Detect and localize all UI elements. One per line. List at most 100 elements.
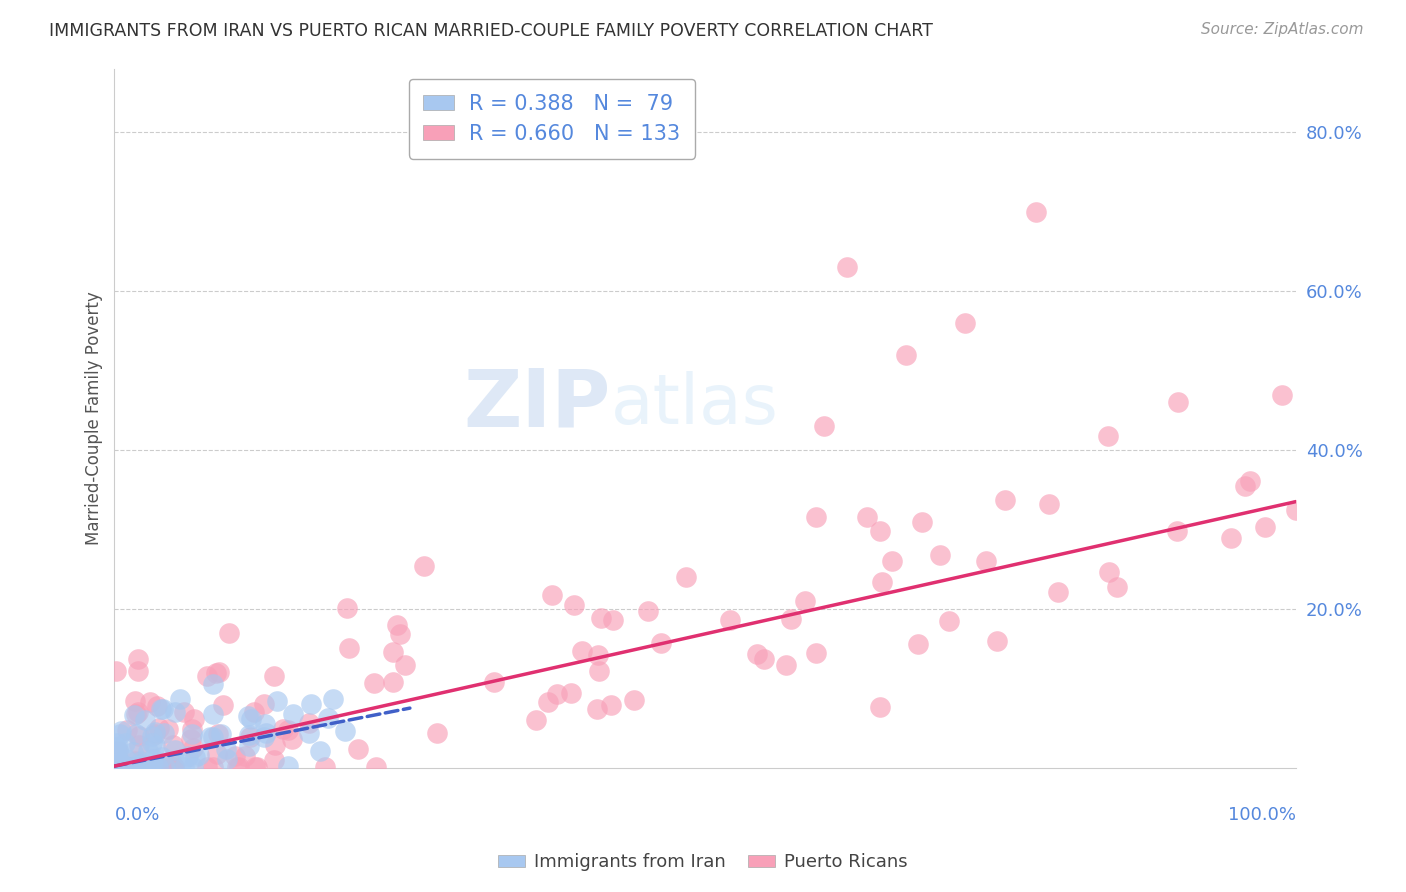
Point: [754, 652, 776, 666]
Point: [1038, 497, 1060, 511]
Point: [238, 709, 260, 723]
Point: [794, 594, 817, 608]
Point: [108, 727, 131, 741]
Point: [335, 724, 357, 739]
Point: [1220, 531, 1243, 545]
Point: [138, 695, 160, 709]
Point: [1097, 428, 1119, 442]
Text: IMMIGRANTS FROM IRAN VS PUERTO RICAN MARRIED-COUPLE FAMILY POVERTY CORRELATION C: IMMIGRANTS FROM IRAN VS PUERTO RICAN MAR…: [49, 22, 934, 40]
Point: [1239, 474, 1261, 488]
Point: [122, 760, 145, 774]
Point: [152, 725, 174, 739]
Point: [994, 492, 1017, 507]
Point: [142, 757, 165, 772]
Legend: R = 0.388   N =  79, R = 0.660   N = 133: R = 0.388 N = 79, R = 0.660 N = 133: [409, 78, 695, 159]
Point: [246, 760, 269, 774]
Point: [129, 754, 152, 768]
Point: [184, 750, 207, 764]
Point: [136, 744, 159, 758]
Point: [107, 760, 129, 774]
Point: [254, 726, 277, 740]
Point: [114, 751, 136, 765]
Point: [207, 727, 229, 741]
Point: [131, 760, 153, 774]
Point: [283, 706, 305, 721]
Point: [1285, 503, 1308, 517]
Point: [134, 714, 156, 728]
Point: [104, 758, 127, 772]
Point: [104, 760, 127, 774]
Point: [111, 760, 134, 774]
Point: [426, 725, 449, 739]
Point: [138, 760, 160, 774]
Point: [148, 760, 170, 774]
Point: [1098, 566, 1121, 580]
Point: [202, 677, 225, 691]
Point: [135, 760, 157, 774]
Point: [225, 760, 247, 774]
Point: [602, 613, 624, 627]
Point: [928, 548, 950, 562]
Point: [104, 743, 127, 757]
Point: [108, 760, 131, 774]
Point: [804, 510, 827, 524]
Point: [381, 645, 404, 659]
Point: [600, 698, 623, 712]
Point: [181, 726, 204, 740]
Point: [188, 747, 211, 762]
Point: [128, 760, 150, 774]
Point: [121, 760, 143, 774]
Point: [277, 723, 299, 738]
Point: [1047, 585, 1070, 599]
Point: [149, 760, 172, 774]
Point: [896, 347, 918, 361]
Point: [388, 627, 411, 641]
Point: [141, 736, 163, 750]
Point: [124, 706, 146, 721]
Point: [202, 730, 225, 744]
Point: [205, 665, 228, 680]
Point: [537, 695, 560, 709]
Point: [212, 698, 235, 713]
Point: [907, 637, 929, 651]
Point: [336, 601, 359, 615]
Point: [142, 752, 165, 766]
Point: [110, 724, 132, 739]
Point: [183, 712, 205, 726]
Point: [205, 747, 228, 761]
Point: [125, 727, 148, 741]
Point: [253, 698, 276, 712]
Point: [209, 727, 232, 741]
Point: [298, 716, 321, 731]
Text: atlas: atlas: [610, 371, 779, 438]
Point: [675, 569, 697, 583]
Point: [118, 760, 141, 774]
Point: [228, 760, 250, 774]
Point: [562, 598, 585, 612]
Point: [804, 646, 827, 660]
Point: [218, 626, 240, 640]
Text: 100.0%: 100.0%: [1229, 806, 1296, 824]
Point: [153, 760, 176, 774]
Point: [637, 604, 659, 618]
Point: [141, 729, 163, 743]
Point: [125, 760, 148, 774]
Point: [104, 739, 127, 754]
Point: [541, 589, 564, 603]
Point: [245, 760, 267, 774]
Point: [173, 760, 195, 774]
Point: [1271, 388, 1294, 402]
Point: [546, 687, 568, 701]
Point: [869, 524, 891, 538]
Point: [127, 664, 149, 678]
Point: [1025, 204, 1047, 219]
Point: [181, 760, 204, 774]
Point: [150, 750, 173, 764]
Point: [124, 694, 146, 708]
Point: [1233, 479, 1256, 493]
Point: [224, 748, 246, 763]
Point: [122, 745, 145, 759]
Point: [135, 760, 157, 774]
Point: [589, 611, 612, 625]
Point: [160, 755, 183, 769]
